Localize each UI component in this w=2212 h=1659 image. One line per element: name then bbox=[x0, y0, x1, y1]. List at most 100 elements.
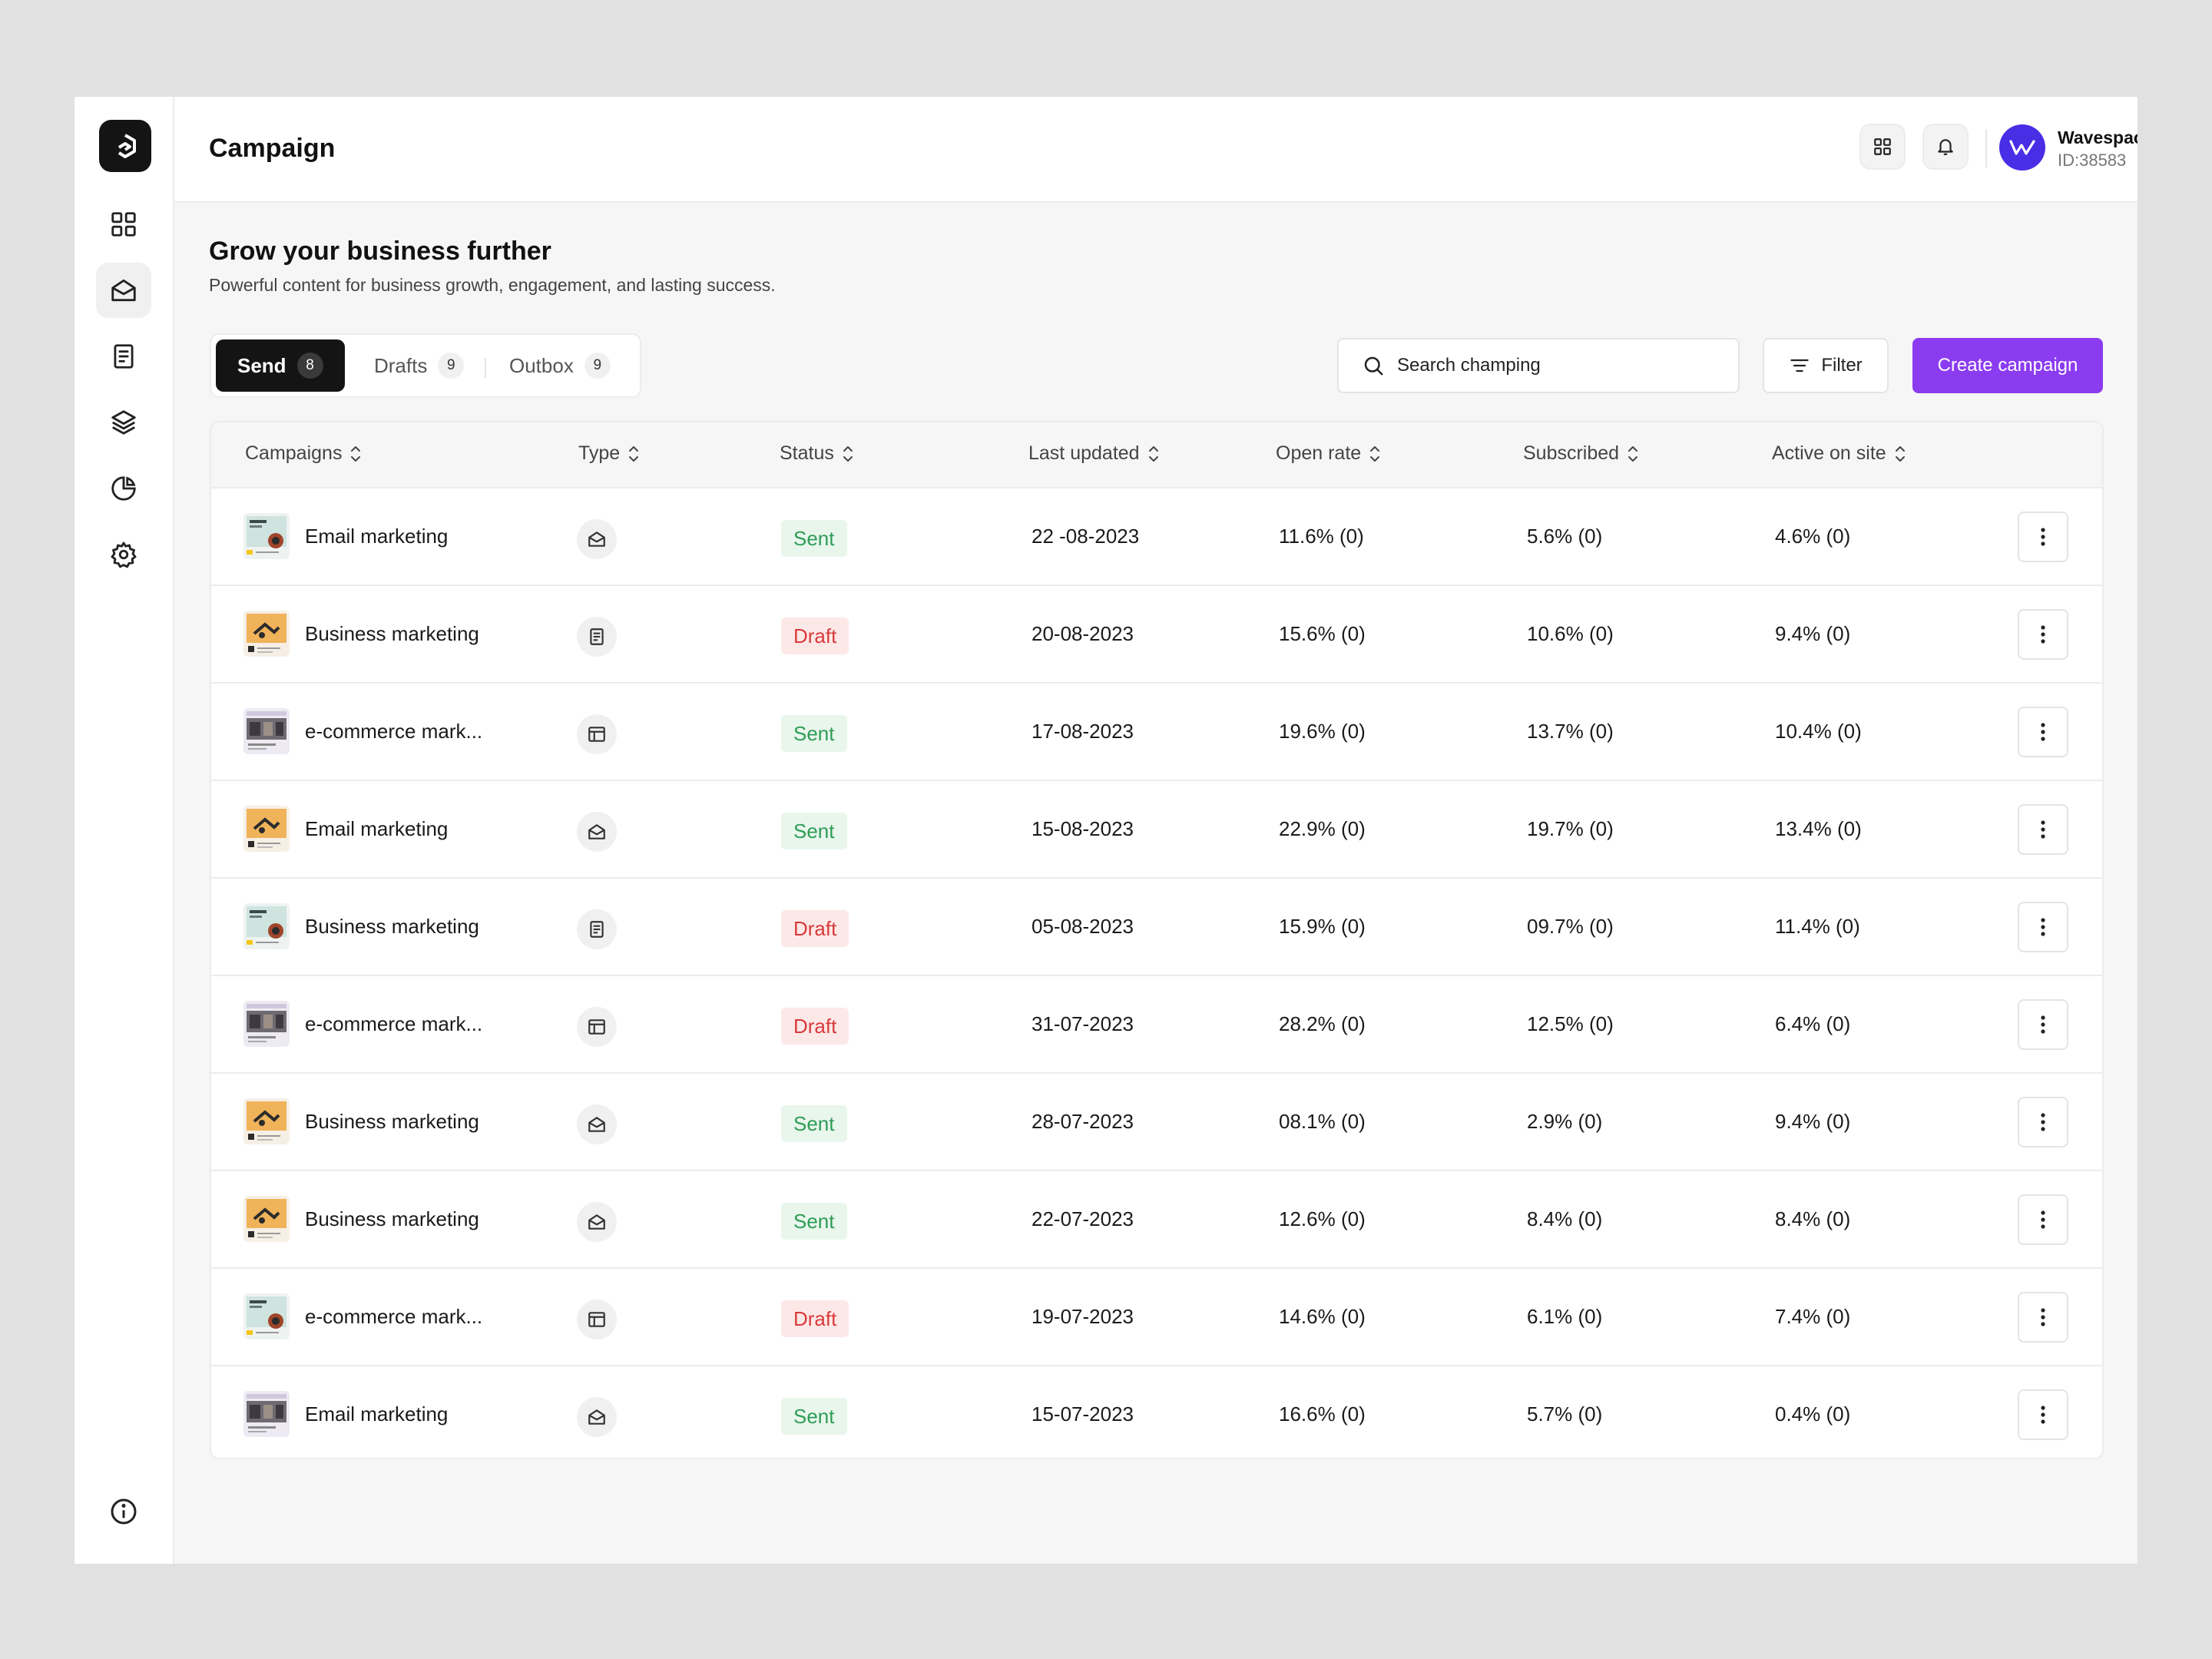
row-actions-button[interactable] bbox=[2018, 1292, 2068, 1343]
active-on-site: 9.4% (0) bbox=[1775, 1110, 1851, 1133]
mail-open-icon bbox=[111, 279, 136, 302]
table-row[interactable]: Email marketing Sent 22 -08-2023 11.6% (0) 5… bbox=[211, 488, 2102, 586]
table-row[interactable]: Business marketing Sent 22-07-2023 12.6% (0… bbox=[211, 1171, 2102, 1269]
campaign-name[interactable]: Business marketing bbox=[305, 915, 479, 938]
campaign-name[interactable]: Email marketing bbox=[305, 817, 449, 840]
campaign-thumbnail bbox=[243, 611, 290, 657]
table-row[interactable]: Business marketing Draft 05-08-2023 15.9% (… bbox=[211, 879, 2102, 976]
pie-chart-icon bbox=[111, 476, 136, 501]
sidebar-item-dashboard[interactable] bbox=[96, 197, 151, 252]
last-updated: 31-07-2023 bbox=[1031, 1012, 1134, 1035]
sidebar-item-analytics[interactable] bbox=[96, 461, 151, 516]
table-row[interactable]: e-commerce mark... Draft 31-07-2023 28.2% (… bbox=[211, 976, 2102, 1074]
table-row[interactable]: Email marketing Sent 15-07-2023 16.6% (0) 5.… bbox=[211, 1366, 2102, 1458]
row-actions-button[interactable] bbox=[2018, 1389, 2068, 1440]
section-subtitle: Powerful content for business growth, en… bbox=[209, 275, 776, 295]
row-actions-button[interactable] bbox=[2018, 512, 2068, 562]
campaign-thumbnail bbox=[243, 903, 290, 949]
page-title: Campaign bbox=[209, 134, 336, 163]
campaign-type bbox=[577, 519, 617, 559]
open-rate: 11.6% (0) bbox=[1279, 525, 1364, 548]
notifications-button[interactable] bbox=[1922, 124, 1969, 170]
row-actions-button[interactable] bbox=[2018, 609, 2068, 660]
tab-outbox[interactable]: Outbox 9 bbox=[488, 339, 632, 392]
open-rate: 15.6% (0) bbox=[1279, 622, 1366, 645]
col-subscribed-header[interactable]: Subscribed bbox=[1523, 442, 1639, 465]
sidebar-item-info[interactable] bbox=[108, 1496, 139, 1531]
open-rate: 14.6% (0) bbox=[1279, 1305, 1366, 1328]
app-logo[interactable] bbox=[99, 120, 151, 172]
campaign-thumbnail bbox=[243, 1098, 290, 1144]
row-actions-button[interactable] bbox=[2018, 1097, 2068, 1147]
active-on-site: 4.6% (0) bbox=[1775, 525, 1851, 548]
campaign-name[interactable]: e-commerce mark... bbox=[305, 1012, 483, 1035]
campaign-thumbnail bbox=[243, 1293, 290, 1339]
col-active-on-site-header[interactable]: Active on site bbox=[1772, 442, 1906, 465]
col-status-header[interactable]: Status bbox=[780, 442, 854, 465]
column-label: Campaigns bbox=[245, 442, 343, 464]
campaign-name[interactable]: e-commerce mark... bbox=[305, 720, 483, 743]
campaign-name[interactable]: Business marketing bbox=[305, 1207, 479, 1230]
sidebar-item-campaign[interactable] bbox=[96, 263, 151, 318]
campaign-thumbnail bbox=[243, 611, 290, 657]
table-row[interactable]: Email marketing Sent 15-08-2023 22.9% (0) 19… bbox=[211, 781, 2102, 879]
row-actions-button[interactable] bbox=[2018, 1194, 2068, 1245]
more-vertical-icon bbox=[2041, 625, 2045, 644]
bell-icon bbox=[1938, 139, 1953, 155]
more-vertical-icon bbox=[2041, 820, 2045, 839]
more-vertical-icon bbox=[2041, 1015, 2045, 1034]
table-row[interactable]: Business marketing Sent 28-07-2023 08.1% (0… bbox=[211, 1074, 2102, 1171]
table-header: Campaigns Type Status Last updated Open rate… bbox=[211, 422, 2102, 488]
sidebar-item-settings[interactable] bbox=[96, 527, 151, 582]
campaign-name[interactable]: Business marketing bbox=[305, 1110, 479, 1133]
open-rate: 15.9% (0) bbox=[1279, 915, 1366, 938]
filter-button[interactable]: Filter bbox=[1763, 338, 1889, 393]
tab-count: 9 bbox=[584, 353, 611, 379]
sidebar-item-layers[interactable] bbox=[96, 395, 151, 450]
campaign-name[interactable]: e-commerce mark... bbox=[305, 1305, 483, 1328]
row-actions-button[interactable] bbox=[2018, 999, 2068, 1050]
avatar-logo-icon bbox=[2009, 140, 2035, 155]
mail-open-icon bbox=[588, 824, 605, 839]
user-name[interactable]: Wavespace bbox=[2058, 127, 2137, 147]
row-actions-button[interactable] bbox=[2018, 804, 2068, 855]
campaign-name[interactable]: Email marketing bbox=[305, 1402, 449, 1426]
more-vertical-icon bbox=[2041, 1210, 2045, 1229]
layers-icon bbox=[111, 410, 136, 435]
apps-button[interactable] bbox=[1859, 124, 1906, 170]
subscribed: 12.5% (0) bbox=[1527, 1012, 1614, 1035]
campaign-name[interactable]: Business marketing bbox=[305, 622, 479, 645]
create-campaign-button[interactable]: Create campaign bbox=[1912, 338, 2103, 393]
campaign-type bbox=[577, 909, 617, 949]
col-campaigns-header[interactable]: Campaigns bbox=[245, 442, 362, 465]
col-last-updated-header[interactable]: Last updated bbox=[1028, 442, 1160, 465]
campaign-type bbox=[577, 1104, 617, 1144]
table-row[interactable]: e-commerce mark... Draft 19-07-2023 14.6% (… bbox=[211, 1269, 2102, 1366]
row-actions-button[interactable] bbox=[2018, 707, 2068, 757]
avatar[interactable] bbox=[1999, 124, 2045, 171]
grid-icon bbox=[1874, 138, 1891, 155]
table-row[interactable]: e-commerce mark... Sent 17-08-2023 19.6% (0… bbox=[211, 684, 2102, 781]
col-open-rate-header[interactable]: Open rate bbox=[1276, 442, 1381, 465]
grid-icon bbox=[111, 212, 136, 237]
more-vertical-icon bbox=[2041, 528, 2045, 546]
campaign-name[interactable]: Email marketing bbox=[305, 525, 449, 548]
active-on-site: 9.4% (0) bbox=[1775, 622, 1851, 645]
tab-drafts[interactable]: Drafts 9 bbox=[353, 339, 485, 392]
row-actions-button[interactable] bbox=[2018, 902, 2068, 952]
status-badge: Sent bbox=[781, 1203, 847, 1240]
table-row[interactable]: Business marketing Draft 20-08-2023 15.6% (… bbox=[211, 586, 2102, 684]
sidebar-item-documents[interactable] bbox=[96, 329, 151, 384]
document-icon bbox=[114, 344, 134, 369]
open-rate: 28.2% (0) bbox=[1279, 1012, 1366, 1035]
more-vertical-icon bbox=[2041, 723, 2045, 741]
campaign-thumbnail bbox=[243, 903, 290, 949]
tab-separator bbox=[485, 358, 486, 378]
search-input[interactable] bbox=[1397, 355, 1720, 376]
open-rate: 16.6% (0) bbox=[1279, 1402, 1366, 1426]
section-title: Grow your business further bbox=[209, 237, 551, 266]
col-type-header[interactable]: Type bbox=[578, 442, 640, 465]
filter-label: Filter bbox=[1821, 355, 1863, 376]
status-badge: Sent bbox=[781, 715, 847, 752]
tab-send[interactable]: Send 8 bbox=[216, 339, 345, 392]
